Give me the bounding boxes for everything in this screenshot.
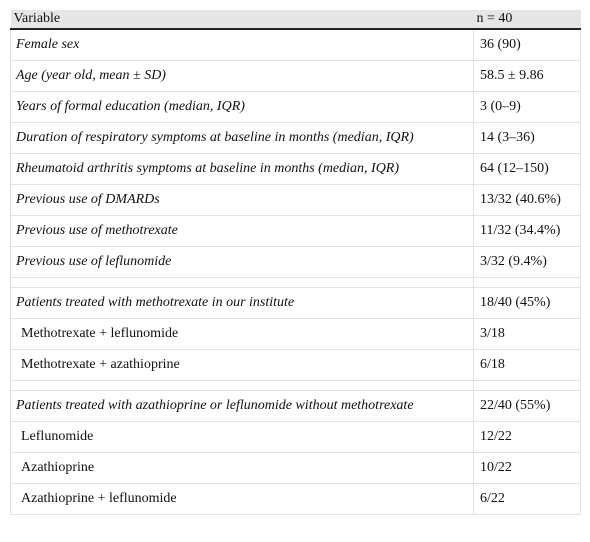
variable-cell: Azathioprine + leflunomide <box>10 483 474 515</box>
table-row: Patients treated with methotrexate in ou… <box>10 287 581 319</box>
variable-cell: Methotrexate + azathioprine <box>10 349 474 381</box>
variable-cell: Years of formal education (median, IQR) <box>10 91 474 123</box>
spacer-row <box>10 380 581 391</box>
table-row: Years of formal education (median, IQR) 3… <box>10 91 581 123</box>
spacer-cell <box>10 277 474 288</box>
value-cell: 10/22 <box>473 452 581 484</box>
table-row: Age (year old, mean ± SD) 58.5 ± 9.86 <box>10 60 581 92</box>
data-table: Variable n = 40 Female sex 36 (90) Age (ye… <box>10 10 581 515</box>
variable-cell: Rheumatoid arthritis symptoms at baselin… <box>10 153 474 185</box>
value-cell: 3/32 (9.4%) <box>473 246 581 278</box>
variable-cell: Leflunomide <box>10 421 474 453</box>
header-cell: Variable <box>10 10 474 30</box>
spacer-cell <box>473 277 581 288</box>
variable-cell: Previous use of methotrexate <box>10 215 474 247</box>
variable-cell: Azathioprine <box>10 452 474 484</box>
value-cell: 14 (3–36) <box>473 122 581 154</box>
variable-cell: Age (year old, mean ± SD) <box>10 60 474 92</box>
value-cell: 12/22 <box>473 421 581 453</box>
variable-cell: Female sex <box>10 28 474 61</box>
variable-cell: Methotrexate + leflunomide <box>10 318 474 350</box>
table-row: Previous use of methotrexate 11/32 (34.4%… <box>10 215 581 247</box>
table-row: Female sex 36 (90) <box>10 28 581 61</box>
table-row: Previous use of leflunomide 3/32 (9.4%) <box>10 246 581 278</box>
table-row: Leflunomide 12/22 <box>10 421 581 453</box>
table-row: Azathioprine + leflunomide 6/22 <box>10 483 581 515</box>
value-cell: 58.5 ± 9.86 <box>473 60 581 92</box>
table-row: Methotrexate + azathioprine 6/18 <box>10 349 581 381</box>
variable-cell: Patients treated with azathioprine or le… <box>10 390 474 422</box>
table-row: Methotrexate + leflunomide 3/18 <box>10 318 581 350</box>
spacer-cell <box>10 380 474 391</box>
value-cell: 3 (0–9) <box>473 91 581 123</box>
value-cell: 11/32 (34.4%) <box>473 215 581 247</box>
value-cell: 18/40 (45%) <box>473 287 581 319</box>
header-row: Variable n = 40 <box>10 10 581 30</box>
value-cell: 6/22 <box>473 483 581 515</box>
table-row: Duration of respiratory symptoms at base… <box>10 122 581 154</box>
table-row: Rheumatoid arthritis symptoms at baselin… <box>10 153 581 185</box>
variable-cell: Previous use of DMARDs <box>10 184 474 216</box>
table-row: Previous use of DMARDs 13/32 (40.6%) <box>10 184 581 216</box>
spacer-cell <box>473 380 581 391</box>
table-row: Azathioprine 10/22 <box>10 452 581 484</box>
value-cell: 22/40 (55%) <box>473 390 581 422</box>
variable-cell: Previous use of leflunomide <box>10 246 474 278</box>
spacer-row <box>10 277 581 288</box>
value-cell: 6/18 <box>473 349 581 381</box>
header-cell: n = 40 <box>473 10 581 30</box>
variable-cell: Duration of respiratory symptoms at base… <box>10 122 474 154</box>
value-cell: 64 (12–150) <box>473 153 581 185</box>
value-cell: 13/32 (40.6%) <box>473 184 581 216</box>
value-cell: 36 (90) <box>473 28 581 61</box>
value-cell: 3/18 <box>473 318 581 350</box>
table-row: Patients treated with azathioprine or le… <box>10 390 581 422</box>
variable-cell: Patients treated with methotrexate in ou… <box>10 287 474 319</box>
